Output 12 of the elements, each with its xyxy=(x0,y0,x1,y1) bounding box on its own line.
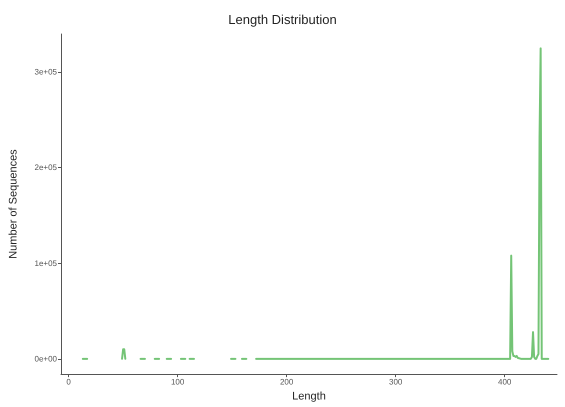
chart-title: Length Distribution xyxy=(228,12,337,27)
y-tick-label: 1e+05 xyxy=(34,258,58,268)
x-tick-label: 100 xyxy=(170,378,185,387)
x-tick-label: 300 xyxy=(388,378,403,387)
x-tick-label: 0 xyxy=(66,378,72,387)
x-tick-label: 200 xyxy=(280,378,294,387)
y-tick-label: 0e+00 xyxy=(34,354,58,364)
x-axis-title: Length xyxy=(292,390,326,402)
x-tick-label: 400 xyxy=(498,378,512,387)
y-axis-title: Number of Sequences xyxy=(8,148,20,259)
y-tick-label: 2e+05 xyxy=(34,163,58,172)
y-tick-label: 3e+05 xyxy=(34,68,58,77)
